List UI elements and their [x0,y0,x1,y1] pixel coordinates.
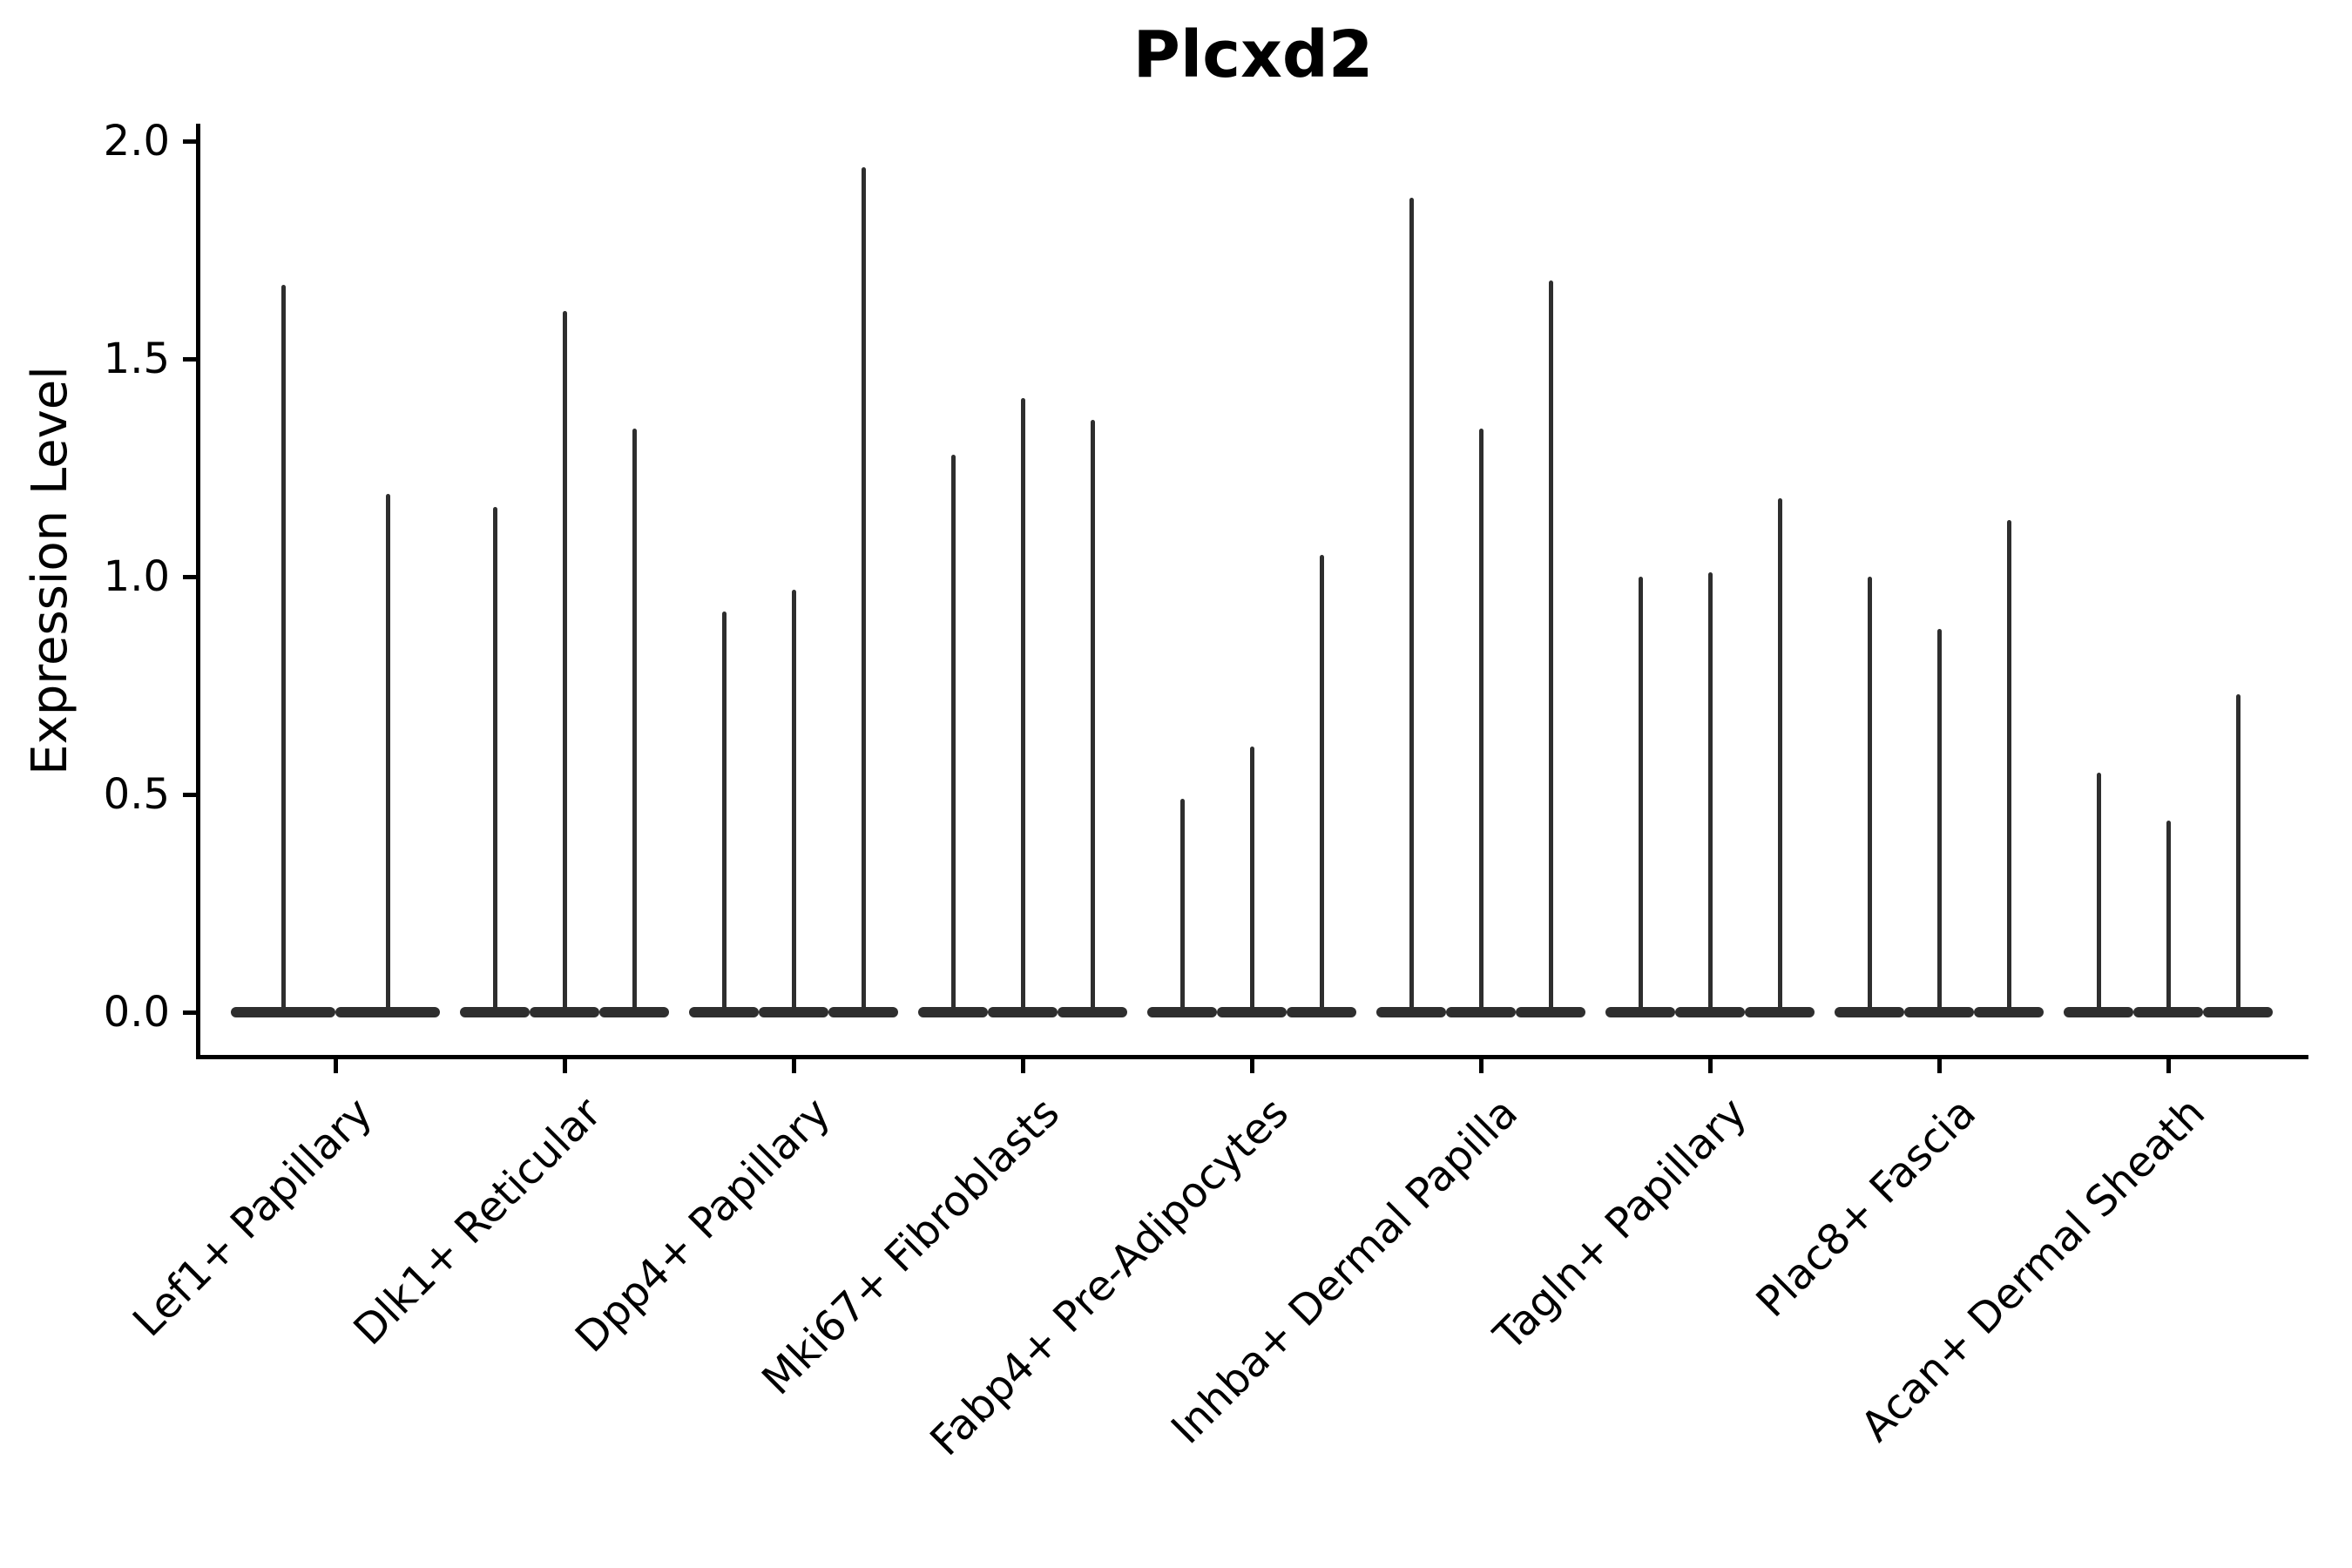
violin-base [759,1007,828,1017]
violin-base [1835,1007,1904,1017]
violin-base [2133,1007,2203,1017]
violin-spike [632,429,637,1012]
y-tick [183,356,197,362]
violin-spike [1867,577,1872,1012]
violin-base [1217,1007,1287,1017]
violin-base [2203,1007,2273,1017]
violin-base [1605,1007,1675,1017]
violin-base [1287,1007,1356,1017]
violin-spike [861,167,866,1012]
violin-base [1058,1007,1127,1017]
violin-base [460,1007,530,1017]
violin-spike [1936,629,1942,1012]
violin-base [828,1007,898,1017]
violin-spike [1478,429,1484,1012]
violin-base [918,1007,988,1017]
violin-base [1147,1007,1217,1017]
x-tick [333,1059,338,1073]
violin-base [1446,1007,1516,1017]
violin-spike [1777,498,1782,1012]
y-tick-label: 0.0 [103,988,170,1037]
violin-base [335,1007,440,1017]
violin-spike [1707,572,1713,1012]
x-tick [791,1059,796,1073]
violin-spike [1548,280,1553,1012]
x-tick [1707,1059,1713,1073]
violin-base [599,1007,669,1017]
violin-base [1974,1007,2044,1017]
violin-spike [1409,198,1414,1012]
x-tick [562,1059,567,1073]
x-tick [1249,1059,1254,1073]
violin-base [1675,1007,1745,1017]
violin-base [1745,1007,1815,1017]
y-tick-label: 1.0 [103,552,170,601]
violin-base [689,1007,759,1017]
violin-base [988,1007,1058,1017]
y-tick [183,792,197,797]
y-tick-label: 0.5 [103,770,170,819]
y-tick [183,574,197,579]
violin-base [1516,1007,1585,1017]
violin-spike [385,494,390,1012]
violin-base [530,1007,599,1017]
violin-spike [562,311,567,1012]
y-tick [183,139,197,144]
violin-spike [492,507,497,1012]
y-tick [183,1010,197,1015]
y-tick-label: 2.0 [103,117,170,166]
violin-spike [721,612,727,1012]
x-tick [1936,1059,1942,1073]
violin-spike [2235,694,2240,1012]
violin-spike [1020,398,1025,1012]
violin-spike [950,455,956,1012]
violin-base [231,1007,335,1017]
x-axis-spine [196,1055,2308,1059]
violin-spike [2096,773,2101,1012]
violin-spike [1638,577,1643,1012]
violin-spike [791,590,796,1012]
chart-title: Plcxd2 [1132,17,1374,92]
violin-spike [2006,520,2011,1012]
y-axis-spine [196,124,200,1059]
violin-spike [1319,555,1324,1012]
violin-spike [1090,420,1095,1012]
violin-base [2064,1007,2133,1017]
y-tick-label: 1.5 [103,335,170,383]
violin-base [1376,1007,1446,1017]
x-tick [1478,1059,1484,1073]
x-tick [2166,1059,2171,1073]
x-tick [1020,1059,1025,1073]
violin-spike [1249,747,1254,1012]
violin-spike [1179,799,1185,1012]
violin-spike [280,285,286,1012]
violin-spike [2166,821,2171,1012]
violin-base [1904,1007,1974,1017]
